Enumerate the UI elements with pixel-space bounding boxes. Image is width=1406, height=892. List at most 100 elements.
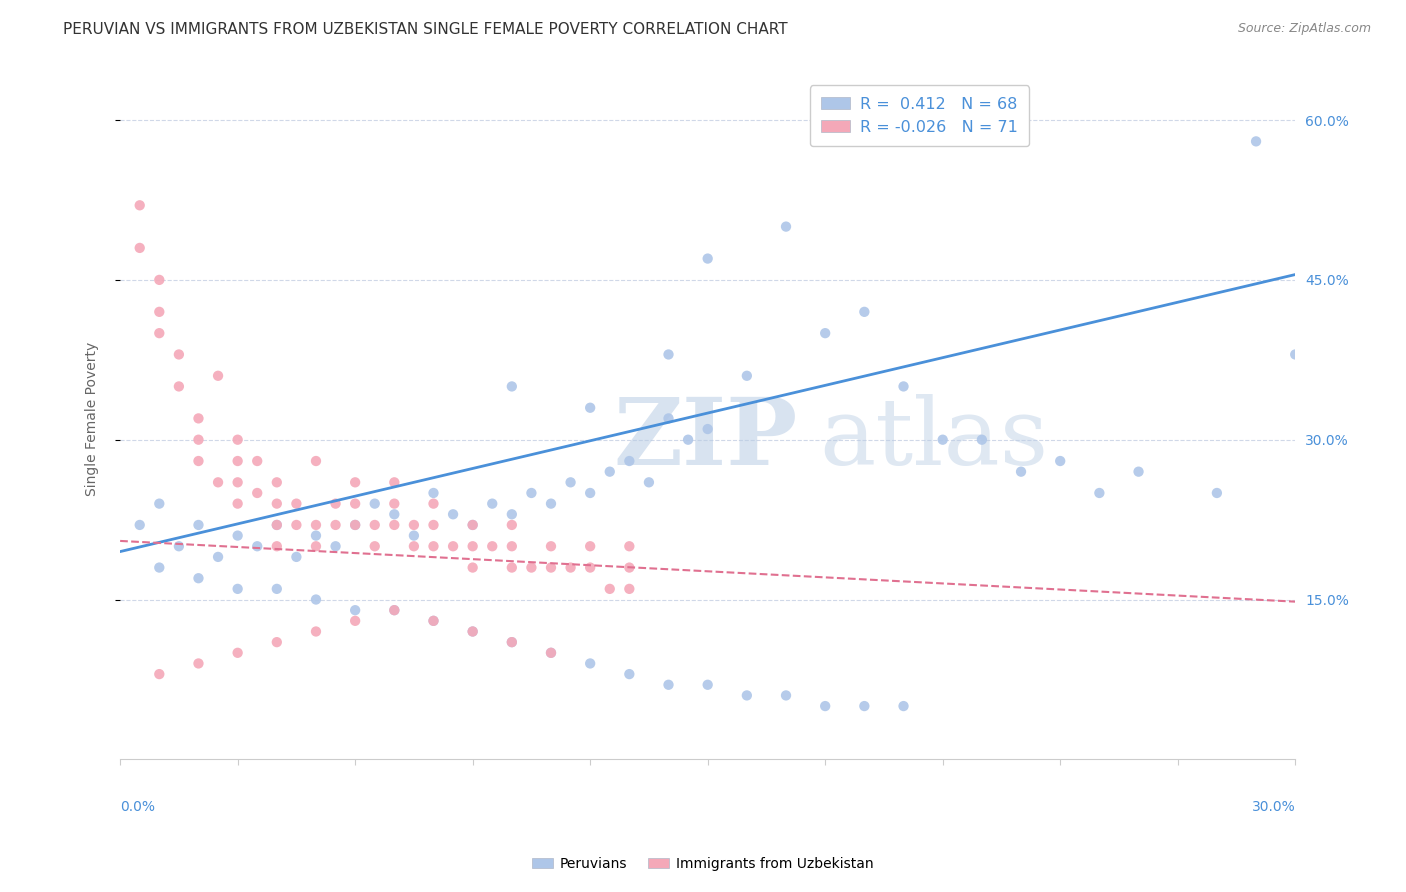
- Point: [599, 582, 621, 596]
- Point: [382, 475, 405, 490]
- Point: [540, 646, 562, 660]
- Point: [266, 635, 288, 649]
- Point: [402, 518, 425, 533]
- Point: [461, 560, 484, 574]
- Point: [344, 497, 367, 511]
- Point: [520, 486, 543, 500]
- Point: [461, 518, 484, 533]
- Point: [696, 252, 718, 266]
- Legend: Peruvians, Immigrants from Uzbekistan: Peruvians, Immigrants from Uzbekistan: [527, 851, 879, 876]
- Point: [364, 539, 387, 553]
- Point: [599, 465, 621, 479]
- Point: [560, 560, 582, 574]
- Point: [344, 475, 367, 490]
- Point: [226, 646, 249, 660]
- Point: [657, 411, 679, 425]
- Point: [540, 497, 562, 511]
- Point: [285, 497, 308, 511]
- Point: [501, 539, 523, 553]
- Point: [187, 433, 209, 447]
- Point: [226, 582, 249, 596]
- Point: [167, 347, 190, 361]
- Point: [148, 326, 170, 340]
- Point: [148, 305, 170, 319]
- Point: [1128, 465, 1150, 479]
- Point: [501, 560, 523, 574]
- Point: [970, 433, 993, 447]
- Point: [657, 678, 679, 692]
- Text: atlas: atlas: [820, 394, 1049, 483]
- Point: [187, 518, 209, 533]
- Point: [246, 486, 269, 500]
- Point: [226, 497, 249, 511]
- Point: [207, 368, 229, 383]
- Point: [344, 518, 367, 533]
- Point: [207, 475, 229, 490]
- Point: [325, 518, 347, 533]
- Point: [382, 603, 405, 617]
- Point: [461, 518, 484, 533]
- Text: 30.0%: 30.0%: [1251, 800, 1295, 814]
- Point: [1284, 347, 1306, 361]
- Point: [1010, 465, 1032, 479]
- Point: [382, 518, 405, 533]
- Point: [187, 411, 209, 425]
- Point: [501, 635, 523, 649]
- Point: [402, 539, 425, 553]
- Legend: R =  0.412   N = 68, R = -0.026   N = 71: R = 0.412 N = 68, R = -0.026 N = 71: [810, 86, 1029, 145]
- Point: [402, 528, 425, 542]
- Point: [305, 518, 328, 533]
- Point: [619, 454, 641, 468]
- Point: [540, 539, 562, 553]
- Point: [696, 678, 718, 692]
- Point: [325, 539, 347, 553]
- Point: [696, 422, 718, 436]
- Point: [775, 689, 797, 703]
- Point: [382, 603, 405, 617]
- Point: [148, 497, 170, 511]
- Point: [853, 699, 876, 714]
- Point: [266, 539, 288, 553]
- Point: [305, 624, 328, 639]
- Point: [305, 454, 328, 468]
- Point: [1088, 486, 1111, 500]
- Point: [501, 635, 523, 649]
- Point: [441, 508, 464, 522]
- Point: [931, 433, 953, 447]
- Point: [676, 433, 699, 447]
- Point: [893, 379, 915, 393]
- Point: [382, 497, 405, 511]
- Point: [501, 518, 523, 533]
- Point: [853, 305, 876, 319]
- Point: [619, 667, 641, 681]
- Point: [501, 508, 523, 522]
- Point: [285, 549, 308, 564]
- Point: [657, 347, 679, 361]
- Point: [167, 539, 190, 553]
- Text: 0.0%: 0.0%: [120, 800, 155, 814]
- Point: [1205, 486, 1227, 500]
- Point: [226, 433, 249, 447]
- Point: [481, 539, 503, 553]
- Point: [619, 539, 641, 553]
- Point: [266, 582, 288, 596]
- Point: [520, 560, 543, 574]
- Point: [226, 475, 249, 490]
- Point: [735, 689, 758, 703]
- Point: [382, 508, 405, 522]
- Point: [540, 646, 562, 660]
- Point: [187, 454, 209, 468]
- Point: [187, 571, 209, 585]
- Point: [148, 273, 170, 287]
- Point: [246, 454, 269, 468]
- Point: [364, 518, 387, 533]
- Point: [619, 582, 641, 596]
- Point: [422, 486, 444, 500]
- Point: [344, 603, 367, 617]
- Point: [540, 560, 562, 574]
- Point: [422, 614, 444, 628]
- Point: [814, 699, 837, 714]
- Point: [344, 518, 367, 533]
- Point: [461, 624, 484, 639]
- Y-axis label: Single Female Poverty: Single Female Poverty: [86, 342, 100, 496]
